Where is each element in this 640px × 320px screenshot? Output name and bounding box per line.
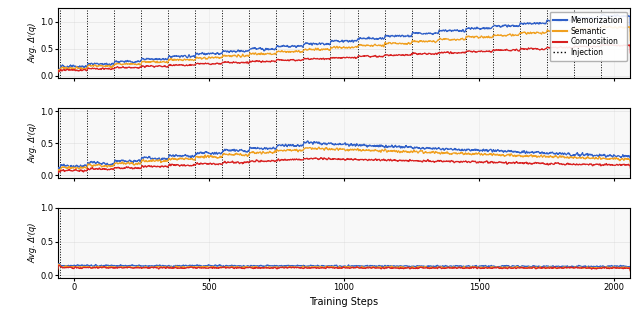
X-axis label: Training Steps: Training Steps	[309, 297, 379, 307]
Legend: Memorization, Semantic, Composition, Injection: Memorization, Semantic, Composition, Inj…	[550, 12, 627, 61]
Y-axis label: Avg. Δᴵ(q): Avg. Δᴵ(q)	[29, 223, 38, 263]
Y-axis label: Avg. Δᴵ(q): Avg. Δᴵ(q)	[29, 123, 38, 164]
Y-axis label: Avg. Δᴵ(q): Avg. Δᴵ(q)	[29, 23, 38, 63]
